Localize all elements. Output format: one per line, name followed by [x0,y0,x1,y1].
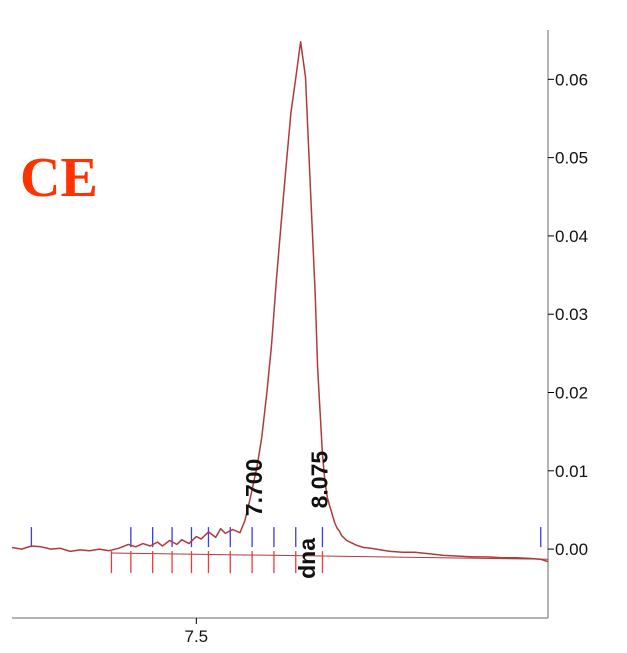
baseline-line [111,552,549,560]
x-tick-label: 7.5 [185,627,209,646]
peak-annotation: 8.075 [306,451,332,509]
ce-label: CE [20,147,98,209]
y-tick-label: 0.04 [555,227,588,246]
y-tick-label: 0.02 [555,384,588,403]
y-tick-label: 0.01 [555,462,588,481]
y-tick-label: 0.03 [555,305,588,324]
peak-annotation: 7.700 [241,459,267,517]
y-tick-label: 0.06 [555,70,588,89]
y-tick-label: 0.05 [555,149,588,168]
peak-annotation: dna [294,538,320,579]
signal-trace [11,40,549,563]
y-tick-label: 0.00 [555,540,588,559]
